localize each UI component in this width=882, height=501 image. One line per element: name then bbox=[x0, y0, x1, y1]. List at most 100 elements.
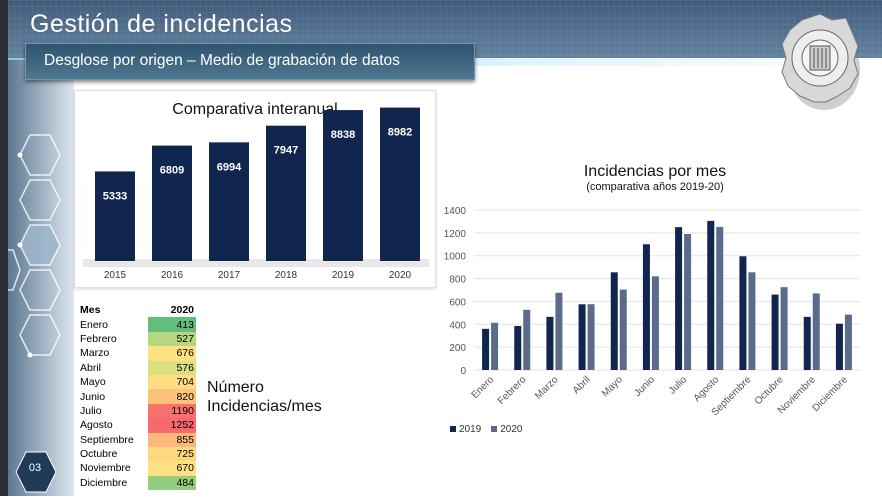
x-tick: Febrero bbox=[496, 374, 529, 407]
month-cell: Febrero bbox=[80, 332, 117, 345]
value-cell: 725 bbox=[148, 446, 196, 462]
y-tick: 600 bbox=[449, 297, 466, 308]
bar-2019-Enero bbox=[482, 328, 490, 370]
x-tick: Agosto bbox=[692, 374, 722, 404]
table-row: Junio 820 bbox=[78, 389, 196, 404]
year-label: 2018 bbox=[275, 270, 298, 281]
x-tick: Abril bbox=[571, 374, 593, 396]
bar-2015 bbox=[95, 171, 135, 261]
bar-2020-Diciembre bbox=[844, 314, 852, 370]
x-tick: Marzo bbox=[533, 374, 561, 402]
month-cell: Mayo bbox=[80, 376, 106, 389]
y-tick: 1400 bbox=[444, 206, 467, 217]
annual-chart-title: Comparativa interanual bbox=[172, 101, 338, 118]
month-cell: Abril bbox=[80, 361, 102, 374]
y-tick: 0 bbox=[460, 366, 466, 377]
value-cell: 1252 bbox=[148, 418, 196, 433]
bar-2020-Marzo bbox=[555, 292, 563, 370]
value-cell: 820 bbox=[148, 389, 196, 404]
y-tick: 1200 bbox=[444, 229, 467, 240]
bar-2019-Noviembre bbox=[803, 316, 811, 370]
bar-label: 6994 bbox=[217, 161, 242, 173]
legend-swatch-icon bbox=[450, 426, 456, 432]
bar-2020-Abril bbox=[587, 304, 595, 370]
bar-2020-Junio bbox=[651, 276, 659, 370]
bar-2019-Septiembre bbox=[739, 256, 747, 370]
bar-2020-Julio bbox=[684, 234, 692, 370]
table-row: Mayo 704 bbox=[78, 374, 196, 390]
month-cell: Agosto bbox=[80, 419, 113, 432]
table-row: Diciembre 484 bbox=[78, 475, 196, 491]
table-row: Octubre 725 bbox=[78, 446, 196, 462]
year-label: 2020 bbox=[389, 270, 412, 281]
value-cell: 413 bbox=[148, 317, 196, 332]
year-label: 2017 bbox=[218, 270, 241, 281]
table-row: Noviembre 670 bbox=[78, 461, 196, 476]
x-tick: Junio bbox=[632, 374, 657, 399]
table-row: Enero 413 bbox=[78, 317, 196, 332]
month-cell: Diciembre bbox=[80, 476, 128, 489]
bar-2020-Enero bbox=[491, 322, 499, 370]
bar-label: 8838 bbox=[331, 129, 355, 141]
bar-2020-Noviembre bbox=[812, 293, 820, 370]
y-tick: 800 bbox=[449, 275, 466, 286]
monthly-table: Mes 2020 Enero 413 Febrero 527 Marzo 676 Abril 5… bbox=[78, 303, 196, 491]
annual-comparison-panel: Comparativa interanual 5333 2015 6809 2016 6… bbox=[74, 90, 436, 288]
legend-swatch-icon bbox=[491, 426, 498, 432]
hexagon-pattern-icon bbox=[0, 134, 61, 493]
value-cell: 670 bbox=[148, 461, 196, 476]
bar-label: 5333 bbox=[103, 190, 127, 202]
bar-2019-Agosto bbox=[707, 220, 715, 370]
value-cell: 484 bbox=[148, 475, 196, 491]
value-cell: 1190 bbox=[148, 403, 196, 419]
table-row: Abril 576 bbox=[78, 360, 196, 375]
year-label: 2016 bbox=[161, 270, 184, 281]
month-cell: Julio bbox=[80, 404, 102, 417]
value-cell: 855 bbox=[148, 432, 196, 447]
bar-2019-Marzo bbox=[546, 316, 554, 370]
value-cell: 704 bbox=[148, 374, 196, 390]
value-cell: 527 bbox=[148, 331, 196, 347]
monthly-chart-title: Incidencias por mes bbox=[583, 163, 727, 180]
table-header: Mes 2020 bbox=[78, 303, 196, 317]
bar-2019 bbox=[323, 110, 363, 262]
page-number: 03 bbox=[28, 462, 42, 474]
bar-2016 bbox=[152, 145, 192, 261]
window-edge bbox=[0, 0, 8, 496]
annual-bar-chart: 5333 2015 6809 2016 6994 2017 7947 2018 8838 2019… bbox=[83, 107, 429, 281]
bar-2020 bbox=[380, 107, 420, 261]
bar-2019-Mayo bbox=[610, 272, 618, 370]
bar-2019-Abril bbox=[578, 304, 586, 370]
bar-2019-Octubre bbox=[771, 294, 779, 370]
monthly-chart-subtitle: (comparativa años 2019-20) bbox=[586, 181, 724, 193]
year-label: 2019 bbox=[332, 270, 355, 281]
note-line1: Número bbox=[207, 379, 264, 396]
x-tick: Mayo bbox=[600, 374, 625, 399]
month-cell: Noviembre bbox=[80, 462, 131, 475]
police-badge-logo bbox=[781, 13, 860, 110]
bar-2020-Agosto bbox=[716, 226, 724, 370]
table-row: Agosto 1252 bbox=[78, 418, 196, 433]
note-line2: Incidencias/mes bbox=[207, 398, 322, 415]
table-note: Número Incidencias/mes bbox=[207, 378, 322, 416]
monthly-bar-chart: 0 200 400 600 800 1000 1200 1400 Enero Febrero Mar… bbox=[444, 206, 860, 418]
value-cell: 676 bbox=[148, 346, 196, 361]
bar-2020-Octubre bbox=[780, 287, 788, 370]
table-row: Febrero 527 bbox=[78, 331, 196, 347]
bar-2019-Febrero bbox=[514, 326, 522, 370]
bar-2020-Septiembre bbox=[748, 272, 756, 370]
y-tick: 200 bbox=[449, 343, 466, 354]
bar-2020-Febrero bbox=[523, 309, 531, 370]
month-cell: Octubre bbox=[80, 448, 118, 461]
y-tick: 1000 bbox=[444, 252, 467, 263]
chart-floor bbox=[83, 259, 429, 267]
left-decoration bbox=[0, 60, 74, 496]
table-row: Julio 1190 bbox=[78, 403, 196, 419]
bar-2019-Julio bbox=[675, 227, 683, 370]
x-tick: Julio bbox=[667, 374, 690, 397]
y-tick: 400 bbox=[449, 320, 466, 331]
month-cell: Septiembre bbox=[80, 433, 134, 446]
bar-2019-Diciembre bbox=[835, 323, 843, 370]
bar-2020-Mayo bbox=[619, 289, 627, 370]
bar-label: 7947 bbox=[274, 145, 298, 157]
